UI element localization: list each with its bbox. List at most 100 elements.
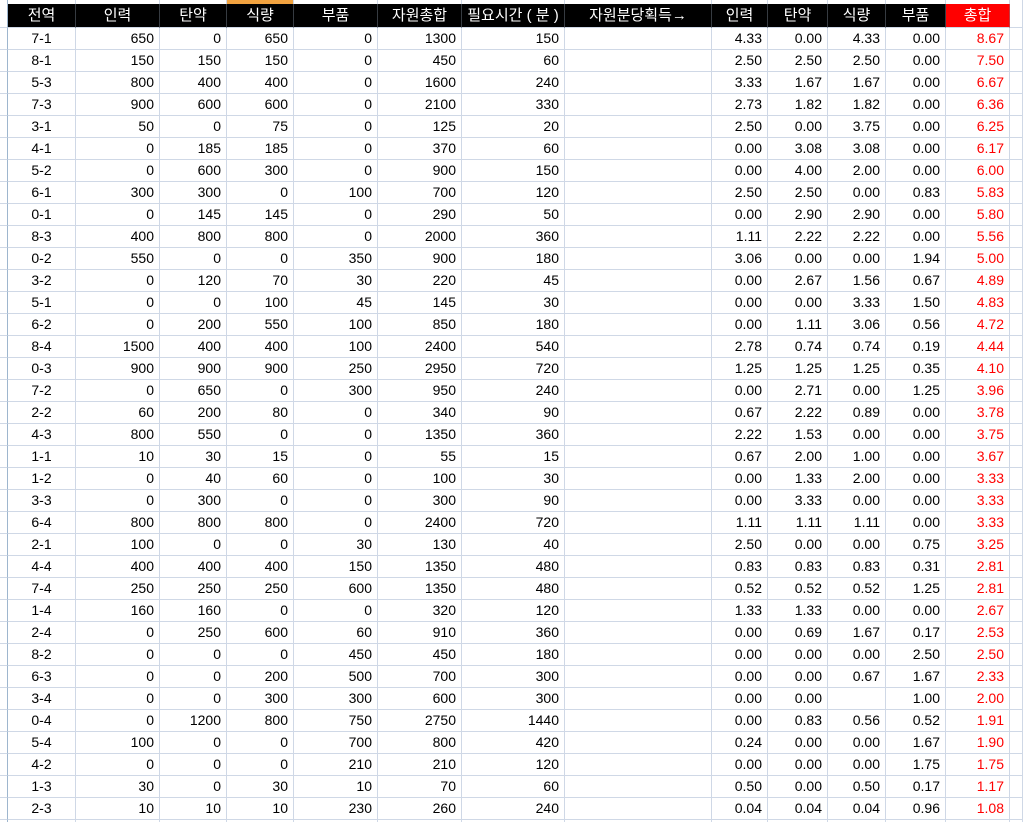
cell-zone[interactable]: 3-2 xyxy=(8,270,76,292)
cell-pm-manpower[interactable]: 0.24 xyxy=(712,732,768,754)
cell-pm-ammo[interactable]: 1.33 xyxy=(768,600,828,622)
cell-manpower[interactable]: 0 xyxy=(76,138,160,160)
cell-pm-parts[interactable]: 0.00 xyxy=(886,204,946,226)
cell-pm-parts[interactable]: 0.00 xyxy=(886,424,946,446)
cell-pm-manpower[interactable]: 2.50 xyxy=(712,182,768,204)
cell-zone[interactable]: 7-4 xyxy=(8,578,76,600)
cell-zone[interactable]: 1-3 xyxy=(8,776,76,798)
cell-per-minute[interactable] xyxy=(565,138,712,160)
cell-pm-parts[interactable]: 0.35 xyxy=(886,358,946,380)
cell-pm-manpower[interactable]: 1.11 xyxy=(712,226,768,248)
cell-pm-food[interactable]: 0.00 xyxy=(828,754,886,776)
cell-time-required[interactable]: 15 xyxy=(462,446,565,468)
cell-zone[interactable]: 7-2 xyxy=(8,380,76,402)
cell-pm-manpower[interactable]: 0.00 xyxy=(712,270,768,292)
cell-pm-total[interactable]: 6.00 xyxy=(946,160,1010,182)
cell-pm-manpower[interactable]: 2.50 xyxy=(712,116,768,138)
cell-ammo[interactable]: 800 xyxy=(160,226,227,248)
cell-pm-ammo[interactable]: 0.69 xyxy=(768,622,828,644)
cell-time-required[interactable]: 240 xyxy=(462,798,565,820)
cell-food[interactable]: 400 xyxy=(227,336,294,358)
cell-pm-ammo[interactable]: 0.83 xyxy=(768,710,828,732)
cell-ammo[interactable]: 30 xyxy=(160,446,227,468)
cell-per-minute[interactable] xyxy=(565,50,712,72)
cell-resource-total[interactable]: 600 xyxy=(378,688,462,710)
cell-pm-manpower[interactable]: 0.83 xyxy=(712,556,768,578)
cell-food[interactable]: 650 xyxy=(227,28,294,50)
cell-pm-ammo[interactable]: 0.52 xyxy=(768,578,828,600)
cell-pm-total[interactable]: 7.50 xyxy=(946,50,1010,72)
cell-resource-total[interactable]: 70 xyxy=(378,776,462,798)
cell-time-required[interactable]: 150 xyxy=(462,28,565,50)
cell-zone[interactable]: 2-3 xyxy=(8,798,76,820)
cell-manpower[interactable]: 100 xyxy=(76,732,160,754)
cell-manpower[interactable]: 0 xyxy=(76,160,160,182)
cell-pm-food[interactable]: 0.00 xyxy=(828,182,886,204)
cell-zone[interactable]: 3-3 xyxy=(8,490,76,512)
cell-parts[interactable]: 0 xyxy=(294,28,378,50)
cell-pm-parts[interactable]: 0.75 xyxy=(886,534,946,556)
cell-food[interactable]: 0 xyxy=(227,424,294,446)
cell-food[interactable]: 0 xyxy=(227,644,294,666)
cell-per-minute[interactable] xyxy=(565,314,712,336)
header-cell-parts[interactable]: 부품 xyxy=(294,4,378,28)
cell-manpower[interactable]: 150 xyxy=(76,50,160,72)
cell-zone[interactable]: 5-4 xyxy=(8,732,76,754)
cell-pm-food[interactable]: 0.00 xyxy=(828,600,886,622)
cell-per-minute[interactable] xyxy=(565,270,712,292)
cell-parts[interactable]: 150 xyxy=(294,556,378,578)
cell-per-minute[interactable] xyxy=(565,292,712,314)
cell-per-minute[interactable] xyxy=(565,556,712,578)
cell-per-minute[interactable] xyxy=(565,512,712,534)
cell-per-minute[interactable] xyxy=(565,28,712,50)
cell-pm-ammo[interactable]: 0.00 xyxy=(768,116,828,138)
cell-pm-food[interactable]: 1.56 xyxy=(828,270,886,292)
cell-per-minute[interactable] xyxy=(565,358,712,380)
cell-pm-manpower[interactable]: 0.00 xyxy=(712,468,768,490)
cell-zone[interactable]: 5-3 xyxy=(8,72,76,94)
cell-manpower[interactable]: 0 xyxy=(76,490,160,512)
cell-manpower[interactable]: 0 xyxy=(76,644,160,666)
cell-resource-total[interactable]: 910 xyxy=(378,622,462,644)
cell-pm-manpower[interactable]: 4.33 xyxy=(712,28,768,50)
cell-pm-total[interactable]: 3.33 xyxy=(946,512,1010,534)
cell-time-required[interactable]: 90 xyxy=(462,402,565,424)
header-cell-pm-parts[interactable]: 부품 xyxy=(886,4,946,28)
cell-pm-total[interactable]: 3.75 xyxy=(946,424,1010,446)
cell-manpower[interactable]: 0 xyxy=(76,710,160,732)
cell-time-required[interactable]: 45 xyxy=(462,270,565,292)
cell-resource-total[interactable]: 340 xyxy=(378,402,462,424)
cell-pm-total[interactable]: 2.53 xyxy=(946,622,1010,644)
cell-food[interactable]: 185 xyxy=(227,138,294,160)
cell-resource-total[interactable]: 370 xyxy=(378,138,462,160)
cell-resource-total[interactable]: 900 xyxy=(378,160,462,182)
cell-pm-total[interactable]: 3.67 xyxy=(946,446,1010,468)
cell-parts[interactable]: 0 xyxy=(294,424,378,446)
cell-pm-manpower[interactable]: 0.04 xyxy=(712,798,768,820)
cell-ammo[interactable]: 300 xyxy=(160,490,227,512)
cell-parts[interactable]: 0 xyxy=(294,94,378,116)
cell-pm-total[interactable]: 4.83 xyxy=(946,292,1010,314)
cell-pm-food[interactable]: 1.82 xyxy=(828,94,886,116)
cell-food[interactable]: 550 xyxy=(227,314,294,336)
cell-ammo[interactable]: 400 xyxy=(160,336,227,358)
cell-ammo[interactable]: 200 xyxy=(160,314,227,336)
cell-pm-ammo[interactable]: 2.71 xyxy=(768,380,828,402)
cell-food[interactable]: 100 xyxy=(227,292,294,314)
cell-pm-parts[interactable]: 0.00 xyxy=(886,94,946,116)
cell-time-required[interactable]: 540 xyxy=(462,336,565,358)
cell-parts[interactable]: 0 xyxy=(294,50,378,72)
cell-time-required[interactable]: 150 xyxy=(462,160,565,182)
cell-pm-total[interactable]: 8.67 xyxy=(946,28,1010,50)
cell-pm-food[interactable]: 2.90 xyxy=(828,204,886,226)
cell-zone[interactable]: 1-2 xyxy=(8,468,76,490)
cell-pm-total[interactable]: 6.67 xyxy=(946,72,1010,94)
cell-pm-ammo[interactable]: 0.00 xyxy=(768,754,828,776)
cell-manpower[interactable]: 10 xyxy=(76,446,160,468)
cell-food[interactable]: 900 xyxy=(227,358,294,380)
cell-time-required[interactable]: 30 xyxy=(462,292,565,314)
cell-food[interactable]: 15 xyxy=(227,446,294,468)
cell-manpower[interactable]: 400 xyxy=(76,226,160,248)
cell-pm-parts[interactable]: 0.00 xyxy=(886,512,946,534)
cell-manpower[interactable]: 10 xyxy=(76,798,160,820)
